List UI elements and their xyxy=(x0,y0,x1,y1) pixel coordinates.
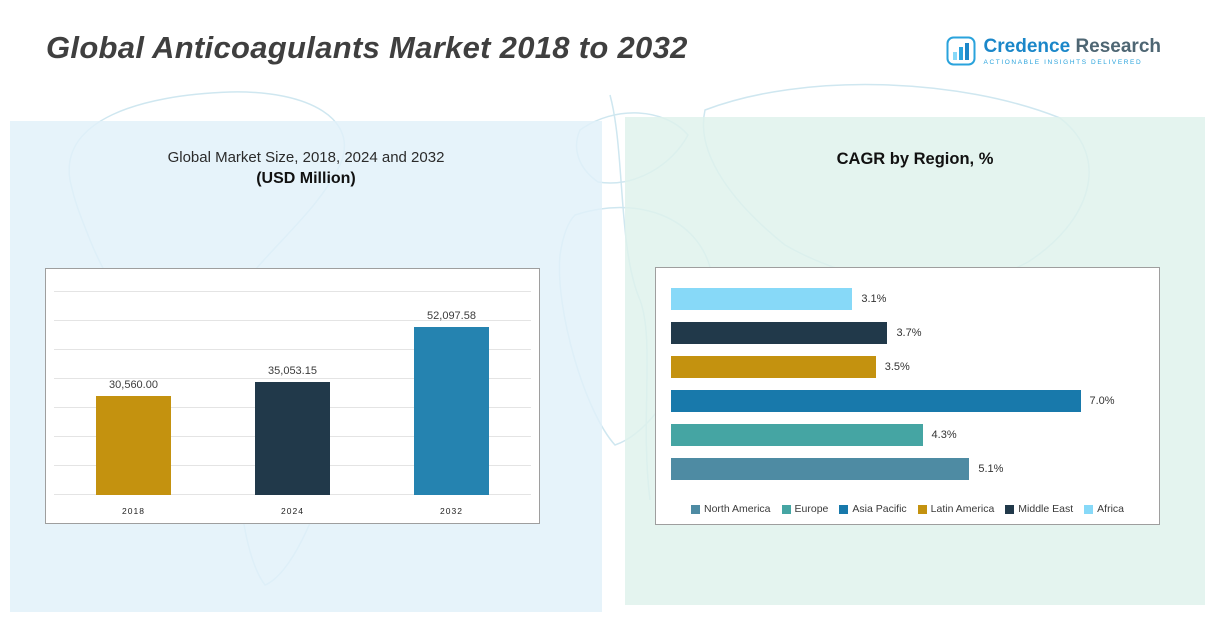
cagr-chart: 3.1% 3.7% 3.5% 7.0% 4.3% 5.1% North America Eu… xyxy=(655,267,1160,525)
bar-chart-logo-icon xyxy=(946,36,976,66)
cagr-title: CAGR by Region, % xyxy=(836,150,994,168)
bar-value-label: 35,053.15 xyxy=(268,365,317,377)
cagr-bar-row-africa: 3.1% xyxy=(671,288,1139,310)
market-size-unit-label: (USD Million) xyxy=(256,170,356,187)
cagr-value-label: 3.5% xyxy=(884,361,910,373)
logo-name: Credence Research xyxy=(983,35,1161,57)
bar-group-2018: 30,560.00 xyxy=(62,379,205,495)
cagr-bar-row-middle-east: 3.7% xyxy=(671,322,1139,344)
logo-brand-primary: Credence xyxy=(983,35,1071,57)
cagr-bar-africa xyxy=(671,288,853,310)
cagr-bar-row-latin-america: 3.5% xyxy=(671,356,1139,378)
bar-value-label: 30,560.00 xyxy=(109,379,158,391)
cagr-bar-latin-america xyxy=(671,356,876,378)
market-size-subtitle: Global Market Size, 2018, 2024 and 2032 xyxy=(167,149,445,166)
legend-item-middle-east: Middle East xyxy=(1005,503,1073,515)
legend-label: Europe xyxy=(794,503,829,515)
logo-brand-secondary: Research xyxy=(1075,35,1161,57)
cagr-bars: 3.1% 3.7% 3.5% 7.0% 4.3% 5.1% xyxy=(671,288,1139,492)
bar-value-label: 52,097.58 xyxy=(427,310,476,322)
bar-2018 xyxy=(96,396,171,495)
category-label-2018: 2018 xyxy=(122,506,145,516)
cagr-bar-row-asia-pacific: 7.0% xyxy=(671,390,1139,412)
bar-group-2032: 52,097.58 xyxy=(380,310,523,495)
cagr-value-label: 5.1% xyxy=(978,463,1004,475)
legend-item-latin-america: Latin America xyxy=(917,503,995,515)
cagr-bar-row-europe: 4.3% xyxy=(671,424,1139,446)
cagr-value-label: 3.1% xyxy=(861,293,887,305)
cagr-bar-north-america xyxy=(671,458,970,480)
cagr-bar-row-north-america: 5.1% xyxy=(671,458,1139,480)
bar-2024 xyxy=(255,382,330,495)
legend-item-europe: Europe xyxy=(781,503,829,515)
legend-swatch xyxy=(839,504,849,514)
cagr-value-label: 7.0% xyxy=(1089,395,1115,407)
legend-swatch xyxy=(691,504,700,514)
market-size-plot-area: 30,560.00 35,053.15 52,097.58 xyxy=(54,283,531,495)
cagr-legend: North America Europe Asia Pacific Latin Ame… xyxy=(656,503,1159,515)
legend-swatch xyxy=(1084,504,1094,514)
legend-label: Latin America xyxy=(930,503,995,515)
market-size-categories: 2018 2024 2032 xyxy=(54,506,531,516)
legend-item-north-america: North America xyxy=(691,503,771,515)
logo-text: Credence Research Actionable Insights De… xyxy=(983,35,1161,66)
market-size-bars: 30,560.00 35,053.15 52,097.58 xyxy=(54,283,531,495)
cagr-value-label: 4.3% xyxy=(931,429,957,441)
legend-item-africa: Africa xyxy=(1084,503,1124,515)
legend-swatch xyxy=(1005,504,1015,514)
logo-tagline: Actionable Insights Delivered xyxy=(983,58,1143,66)
market-size-chart: 30,560.00 35,053.15 52,097.58 2018 2024 2032 xyxy=(45,268,540,524)
cagr-value-label: 3.7% xyxy=(896,327,922,339)
legend-label: Africa xyxy=(1097,503,1124,515)
cagr-bar-asia-pacific xyxy=(671,390,1081,412)
legend-swatch xyxy=(781,504,791,514)
cagr-bar-europe xyxy=(671,424,923,446)
brand-logo: Credence Research Actionable Insights De… xyxy=(946,36,1161,66)
legend-label: North America xyxy=(704,503,771,515)
category-label-2024: 2024 xyxy=(281,506,304,516)
legend-label: Asia Pacific xyxy=(852,503,907,515)
category-label-2032: 2032 xyxy=(440,506,463,516)
bar-2032 xyxy=(414,327,489,495)
legend-item-asia-pacific: Asia Pacific xyxy=(839,503,907,515)
page-title: Global Anticoagulants Market 2018 to 203… xyxy=(46,30,688,65)
legend-label: Middle East xyxy=(1018,503,1074,515)
bar-group-2024: 35,053.15 xyxy=(221,365,364,495)
legend-swatch xyxy=(917,504,927,514)
cagr-bar-middle-east xyxy=(671,322,888,344)
